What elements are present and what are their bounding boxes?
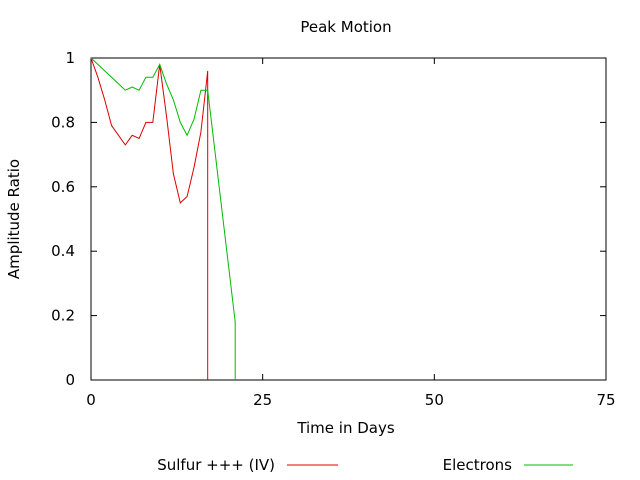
series-line-1 bbox=[90, 57, 209, 380]
legend: Sulfur +++ (IV) Electrons bbox=[157, 456, 573, 474]
series-line-2 bbox=[90, 57, 236, 380]
axes: 0 0.2 0.4 0.6 0.8 1 0 25 50 75 bbox=[51, 49, 615, 409]
legend-label-1: Sulfur +++ (IV) bbox=[157, 456, 275, 474]
y-tick-label: 0.6 bbox=[51, 178, 75, 196]
y-tick-label: 0 bbox=[65, 371, 75, 389]
x-tick-label: 50 bbox=[425, 391, 444, 409]
plot-frame bbox=[90, 57, 607, 381]
y-axis-label: Amplitude Ratio bbox=[5, 159, 23, 279]
x-tick-label: 25 bbox=[253, 391, 272, 409]
x-tick-label: 75 bbox=[596, 391, 615, 409]
x-tick-label: 0 bbox=[86, 391, 96, 409]
y-tick-label: 0.4 bbox=[51, 242, 75, 260]
y-tick-label: 1 bbox=[65, 49, 75, 67]
legend-label-2: Electrons bbox=[443, 456, 513, 474]
y-tick-label: 0.2 bbox=[51, 307, 75, 325]
series-lines bbox=[90, 57, 236, 380]
x-axis-label: Time in Days bbox=[296, 419, 395, 437]
chart-title: Peak Motion bbox=[300, 18, 391, 36]
y-tick-label: 0.8 bbox=[51, 113, 75, 131]
